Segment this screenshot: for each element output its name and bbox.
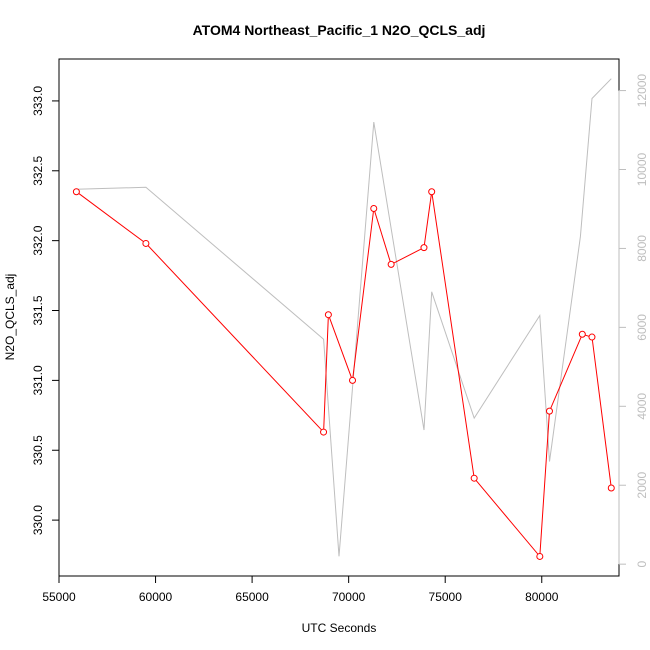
x-tick-label: 55000 xyxy=(42,590,76,604)
data-point xyxy=(324,311,332,319)
y-right-tick-label: 2000 xyxy=(635,472,649,499)
y-left-tick-label: 331.5 xyxy=(31,295,45,325)
data-point xyxy=(588,333,596,341)
data-point xyxy=(349,376,357,384)
data-point xyxy=(72,188,80,196)
y-right-tick-label: 8000 xyxy=(635,235,649,262)
series-line-right xyxy=(76,78,612,557)
data-point xyxy=(320,428,328,436)
data-point xyxy=(536,552,544,560)
data-point xyxy=(428,188,436,196)
y-left-tick-label: 331.0 xyxy=(31,365,45,395)
y-axis-left: 330.0 330.5 331.0 331.5 332.0 332.5 333.0 xyxy=(31,86,60,535)
data-point xyxy=(470,474,478,482)
y-axis-right: 0 2000 4000 6000 8000 10000 12000 xyxy=(618,74,649,568)
y-left-tick-label: 330.5 xyxy=(31,435,45,465)
chart-title: ATOM4 Northeast_Pacific_1 N2O_QCLS_adj xyxy=(193,22,486,38)
y-left-tick-label: 333.0 xyxy=(31,86,45,116)
y-right-tick-label: 12000 xyxy=(635,74,649,108)
x-tick-label: 65000 xyxy=(235,590,269,604)
x-tick-label: 60000 xyxy=(139,590,173,604)
y-left-tick-label: 330.0 xyxy=(31,505,45,535)
data-point xyxy=(142,239,150,247)
x-tick-label: 75000 xyxy=(429,590,463,604)
x-axis: 55000 60000 65000 70000 75000 80000 xyxy=(42,575,559,604)
data-point xyxy=(607,484,615,492)
x-tick-label: 80000 xyxy=(525,590,559,604)
data-point xyxy=(387,260,395,268)
series-left-layer xyxy=(72,188,615,560)
data-point xyxy=(578,330,586,338)
x-axis-label: UTC Seconds xyxy=(302,621,377,635)
data-point xyxy=(420,244,428,252)
y-left-tick-label: 332.5 xyxy=(31,155,45,185)
y-right-tick-label: 4000 xyxy=(635,393,649,420)
y-left-tick-label: 332.0 xyxy=(31,225,45,255)
y-right-tick-label: 0 xyxy=(635,561,649,568)
data-point xyxy=(370,205,378,213)
x-tick-label: 70000 xyxy=(332,590,366,604)
y-right-tick-label: 6000 xyxy=(635,314,649,341)
y-right-tick-label: 10000 xyxy=(635,152,649,186)
data-point xyxy=(545,407,553,415)
series-right-layer xyxy=(76,78,612,557)
y-axis-label: N2O_QCLS_adj xyxy=(3,274,17,361)
